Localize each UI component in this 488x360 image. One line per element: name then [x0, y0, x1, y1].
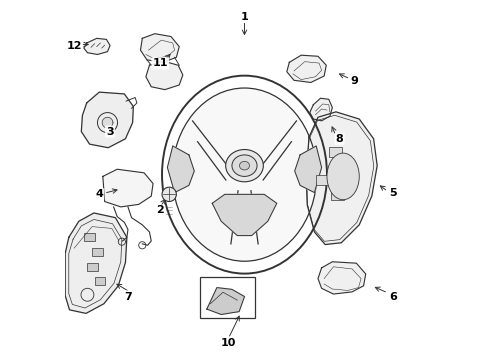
Ellipse shape	[326, 153, 359, 200]
Ellipse shape	[172, 88, 316, 261]
Text: 6: 6	[388, 292, 396, 302]
Ellipse shape	[231, 155, 257, 176]
Text: 2: 2	[156, 206, 164, 216]
Bar	[94, 277, 105, 285]
Bar	[87, 263, 98, 271]
Text: 11: 11	[152, 58, 168, 68]
Polygon shape	[286, 55, 325, 82]
Polygon shape	[145, 61, 183, 90]
Bar	[199, 277, 255, 318]
Text: 3: 3	[106, 127, 114, 136]
Bar	[341, 168, 354, 178]
Text: 4: 4	[95, 189, 103, 199]
Bar	[328, 147, 342, 157]
Ellipse shape	[239, 161, 249, 170]
Text: 10: 10	[220, 338, 236, 348]
Text: 7: 7	[124, 292, 132, 302]
Text: 8: 8	[335, 134, 343, 144]
Polygon shape	[294, 146, 321, 193]
Polygon shape	[317, 262, 365, 294]
Text: 9: 9	[349, 76, 357, 86]
Text: 5: 5	[389, 188, 396, 198]
Polygon shape	[81, 92, 133, 148]
Bar	[316, 175, 329, 185]
Ellipse shape	[225, 149, 263, 182]
Bar	[330, 190, 344, 200]
Polygon shape	[309, 98, 332, 121]
Text: 1: 1	[240, 12, 248, 22]
Polygon shape	[212, 194, 276, 235]
Bar	[83, 233, 94, 241]
Polygon shape	[167, 146, 194, 193]
Circle shape	[102, 117, 113, 128]
Polygon shape	[206, 288, 244, 315]
Polygon shape	[65, 213, 126, 314]
Polygon shape	[83, 39, 110, 54]
Text: 12: 12	[66, 41, 82, 50]
Circle shape	[162, 187, 176, 202]
Polygon shape	[305, 112, 376, 244]
Polygon shape	[102, 169, 153, 207]
Polygon shape	[140, 34, 179, 62]
Bar	[92, 248, 102, 256]
